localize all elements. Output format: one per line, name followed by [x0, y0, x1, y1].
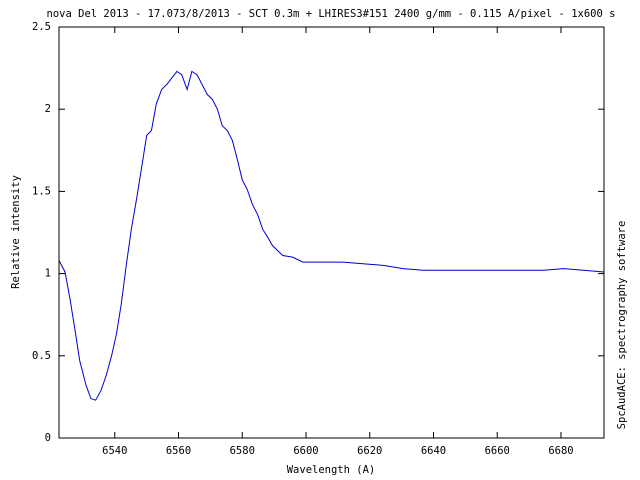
y-axis-label: Relative intensity: [10, 175, 22, 289]
y-tick-label: 2.5: [32, 21, 51, 33]
y-tick-label: 1: [45, 268, 51, 280]
y-tick-label: 1.5: [32, 185, 51, 197]
x-tick-label: 6680: [548, 445, 573, 457]
x-tick-label: 6540: [102, 445, 127, 457]
y-tick-label: 0.5: [32, 350, 51, 362]
x-tick-label: 6660: [485, 445, 510, 457]
spectrum-line: [58, 70, 605, 401]
software-note: SpcAudACE: spectrography software: [616, 221, 628, 430]
y-tick-label: 0: [45, 432, 51, 444]
plot-frame: [58, 26, 605, 439]
x-axis-label: Wavelength (A): [287, 464, 376, 476]
chart-title: nova Del 2013 - 17.073/8/2013 - SCT 0.3m…: [47, 8, 616, 20]
x-tick-label: 6560: [166, 445, 191, 457]
x-tick-label: 6580: [230, 445, 255, 457]
y-tick-label: 2: [45, 103, 51, 115]
x-tick-label: 6640: [421, 445, 446, 457]
x-tick-label: 6620: [357, 445, 382, 457]
x-tick-label: 6600: [293, 445, 318, 457]
